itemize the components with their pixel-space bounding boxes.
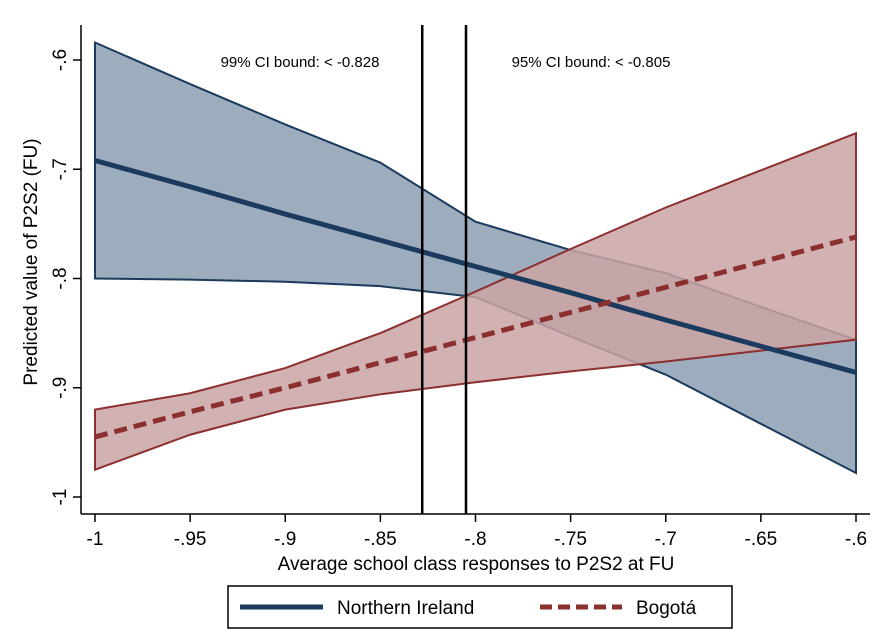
legend-label-bogota: Bogotá bbox=[636, 598, 697, 619]
legend: Northern Ireland Bogotá bbox=[227, 585, 733, 629]
y-tick-label: -.7 bbox=[50, 158, 71, 180]
y-axis-title: Predicted value of P2S2 (FU) bbox=[21, 138, 42, 385]
x-tick-label: -.75 bbox=[554, 529, 587, 550]
ci-bound-label-1: 95% CI bound: < -0.805 bbox=[512, 54, 671, 71]
ci-bands bbox=[94, 40, 857, 475]
x-tick-label: -.65 bbox=[745, 529, 778, 550]
ci-band-bogota bbox=[94, 131, 857, 472]
x-tick-label: -.6 bbox=[845, 529, 867, 550]
x-tick-label: -.8 bbox=[464, 529, 486, 550]
x-ticks: -1 -.95 -.9 -.85 -.8 -.75 -.7 -.65 -.6 bbox=[87, 514, 867, 550]
y-ticks: -1 -.9 -.8 -.7 -.6 bbox=[50, 49, 81, 506]
x-tick-label: -1 bbox=[87, 529, 104, 550]
series-line-northern-ireland bbox=[94, 158, 857, 375]
x-axis-title: Average school class responses to P2S2 a… bbox=[278, 554, 675, 575]
ci-bound-label-0: 99% CI bound: < -0.828 bbox=[221, 54, 380, 71]
annotations: 99% CI bound: < -0.828 95% CI bound: < -0… bbox=[221, 54, 671, 71]
series-line-bogota bbox=[94, 234, 857, 440]
y-tick-label: -.9 bbox=[50, 377, 71, 399]
y-tick-label: -1 bbox=[50, 489, 71, 506]
x-tick-label: -.95 bbox=[174, 529, 207, 550]
y-tick-label: -.6 bbox=[50, 49, 71, 71]
ci-bound-lines bbox=[420, 25, 468, 514]
y-tick-label: -.8 bbox=[50, 267, 71, 289]
legend-label-northern-ireland: Northern Ireland bbox=[337, 598, 474, 619]
x-tick-label: -.7 bbox=[655, 529, 677, 550]
series-lines bbox=[94, 158, 857, 440]
x-tick-label: -.9 bbox=[274, 529, 296, 550]
ci-band-northern-ireland bbox=[94, 40, 857, 475]
x-tick-label: -.85 bbox=[364, 529, 397, 550]
